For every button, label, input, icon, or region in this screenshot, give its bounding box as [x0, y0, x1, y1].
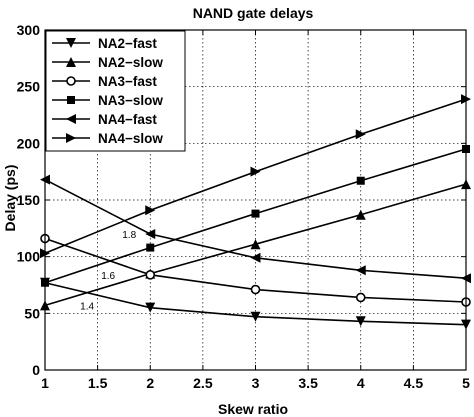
data-point — [146, 243, 155, 252]
data-point — [355, 265, 366, 276]
data-point — [250, 252, 261, 263]
data-point — [145, 269, 156, 280]
y-tick-label: 50 — [24, 305, 40, 321]
x-tick-label: 1.5 — [88, 375, 108, 391]
y-tick-label: 0 — [32, 362, 40, 378]
data-point — [355, 316, 366, 327]
y-tick-label: 200 — [17, 135, 41, 151]
legend-marker — [66, 133, 76, 143]
legend-entry: NA3−slow — [52, 93, 163, 108]
legend-entry: NA4−slow — [52, 131, 163, 146]
legend-label: NA3−slow — [98, 93, 163, 108]
data-point — [250, 284, 261, 295]
legend-label: NA2−slow — [98, 55, 163, 70]
legend: NA2−fast NA2−slow NA3−fast NA3−slow NA4−fast… — [45, 30, 186, 152]
legend-entry: NA2−slow — [52, 55, 163, 70]
x-axis-title: Skew ratio — [218, 401, 288, 417]
legend-label: NA3−fast — [98, 74, 157, 89]
legend-marker — [66, 57, 76, 67]
y-tick-label: 300 — [17, 22, 41, 38]
annotation-label: 1.4 — [80, 301, 94, 312]
chart-title: NAND gate delays — [193, 5, 314, 21]
x-tick-label: 2 — [146, 375, 154, 391]
data-point — [251, 209, 260, 218]
x-tick-label: 3.5 — [298, 375, 318, 391]
data-point — [250, 239, 261, 250]
x-tick-label: 2.5 — [193, 375, 213, 391]
data-point — [250, 166, 261, 177]
data-point — [355, 129, 366, 140]
x-tick-label: 5 — [462, 375, 470, 391]
legend-marker — [66, 114, 76, 124]
legend-marker — [66, 38, 76, 48]
x-tick-label: 1 — [41, 375, 49, 391]
annotation-layer: 1.8 1.6 1.4 — [80, 230, 136, 312]
data-point — [250, 311, 261, 322]
legend-label: NA2−fast — [98, 36, 157, 51]
data-point — [355, 292, 366, 303]
data-point — [356, 176, 365, 185]
data-point — [145, 205, 156, 216]
x-tick-label: 4.5 — [404, 375, 424, 391]
y-tick-label: 150 — [17, 192, 41, 208]
y-axis-title: Delay (ps) — [2, 165, 18, 232]
legend-entry: NA4−fast — [52, 112, 157, 127]
x-tick-label: 3 — [252, 375, 260, 391]
data-point — [355, 209, 366, 220]
legend-entry: NA2−fast — [52, 36, 157, 51]
data-point — [145, 302, 156, 313]
legend-label: NA4−slow — [98, 131, 163, 146]
legend-label: NA4−fast — [98, 112, 157, 127]
data-point — [145, 229, 156, 239]
legend-entry: NA3−fast — [52, 74, 157, 89]
x-tick-label: 4 — [357, 375, 365, 391]
annotation-label: 1.8 — [122, 230, 136, 241]
annotation-label: 1.6 — [101, 271, 115, 282]
y-tick-label: 100 — [17, 249, 41, 265]
legend-marker — [66, 76, 76, 86]
y-tick-label: 250 — [17, 79, 41, 95]
legend-box — [45, 30, 186, 152]
legend-marker — [67, 96, 75, 104]
